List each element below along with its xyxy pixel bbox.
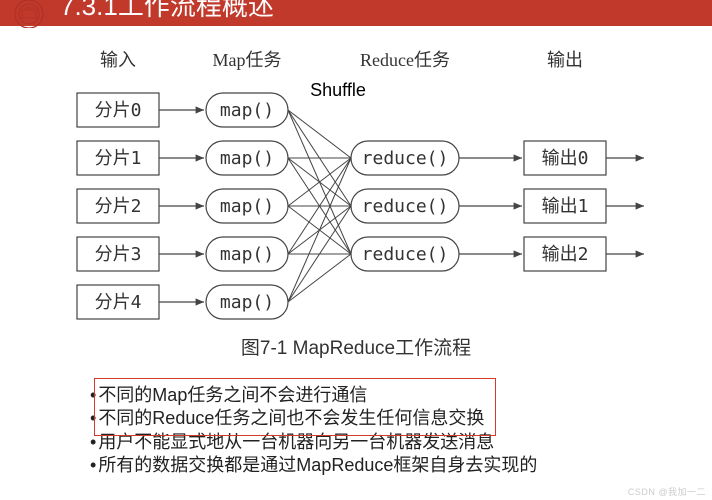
column-header: 输出 (547, 50, 583, 70)
reduce-label: reduce() (362, 148, 449, 169)
edge-shuffle (288, 254, 351, 302)
shuffle-label: Shuffle (310, 80, 366, 100)
bullet-item: 不同的Map任务之间不会进行通信 (90, 384, 537, 407)
edge-shuffle (288, 158, 351, 302)
watermark: CSDN @我加一二 (628, 485, 706, 498)
mapreduce-diagram: 输入 Map任务 Reduce任务 输出 Shuffle 分片0 分片1 分片2 分片3 分片4 m… (0, 26, 712, 366)
map-label: map() (220, 100, 274, 121)
reduce-label: reduce() (362, 244, 449, 265)
input-label: 分片0 (95, 100, 142, 121)
diagram-caption: 图7-1 MapReduce工作流程 (241, 337, 471, 359)
map-label: map() (220, 244, 274, 265)
map-label: map() (220, 148, 274, 169)
map-label: map() (220, 292, 274, 313)
output-label: 输出2 (542, 244, 589, 265)
university-logo (6, 0, 52, 28)
output-label: 输出0 (542, 148, 589, 169)
column-header: 输入 (100, 50, 136, 70)
input-label: 分片2 (95, 196, 142, 217)
column-header: Reduce任务 (360, 50, 450, 70)
bullet-item: 所有的数据交换都是通过MapReduce框架自身去实现的 (90, 454, 537, 477)
input-label: 分片3 (95, 244, 142, 265)
reduce-label: reduce() (362, 196, 449, 217)
edge-shuffle (288, 110, 351, 158)
header-bar: 7.3.1工作流程概述 (0, 0, 712, 26)
output-label: 输出1 (542, 196, 589, 217)
map-label: map() (220, 196, 274, 217)
bullet-item: 不同的Reduce任务之间也不会发生任何信息交换 (90, 407, 537, 430)
slide-title: 7.3.1工作流程概述 (60, 0, 274, 23)
bullet-item: 用户不能显式地从一台机器向另一台机器发送消息 (90, 431, 537, 454)
column-header: Map任务 (213, 50, 282, 70)
bullet-list: 不同的Map任务之间不会进行通信 不同的Reduce任务之间也不会发生任何信息交… (90, 384, 537, 478)
input-label: 分片4 (95, 292, 142, 313)
input-label: 分片1 (95, 148, 142, 169)
